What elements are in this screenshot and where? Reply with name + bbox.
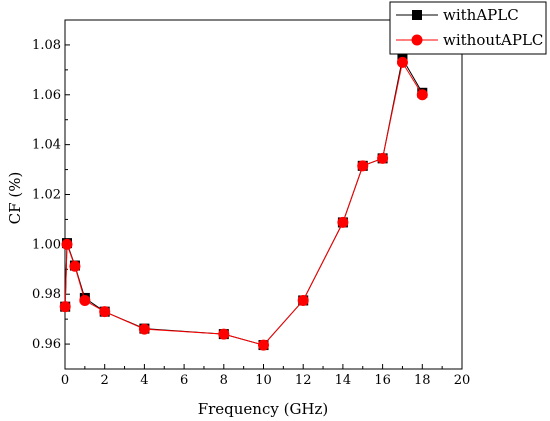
y-tick-label: 1.06 (32, 88, 61, 103)
x-tick-label: 12 (295, 373, 312, 388)
series-withoutaplc (59, 56, 428, 351)
x-tick-label: 8 (220, 373, 228, 388)
x-tick-label: 4 (140, 373, 148, 388)
data-point-withoutaplc (297, 294, 309, 306)
data-point-withoutaplc (61, 238, 73, 250)
data-point-withoutaplc (59, 301, 71, 313)
legend-marker-withoutaplc (411, 34, 423, 46)
x-axis: 0 2 4 6 8 10 12 14 16 18 20 (61, 364, 470, 388)
x-tick-label: 10 (255, 373, 272, 388)
data-point-withoutaplc (258, 339, 269, 351)
x-tick-label: 20 (454, 373, 471, 388)
y-tick-label: 1.02 (32, 188, 61, 203)
series-line-withoutaplc (64, 61, 423, 346)
y-tick-label: 0.96 (32, 337, 61, 352)
data-point-withoutaplc (69, 260, 81, 272)
data-point-withoutaplc (416, 89, 428, 101)
data-point-withoutaplc (357, 160, 369, 172)
y-tick-label: 1.08 (32, 38, 61, 53)
x-tick-label: 0 (61, 373, 69, 388)
plot-frame (64, 19, 463, 370)
legend: withAPLC withoutAPLC (389, 1, 547, 55)
series-line-withaplc (64, 57, 423, 346)
legend-label-withoutaplc: withoutAPLC (443, 31, 543, 49)
data-point-withoutaplc (377, 152, 389, 164)
legend-label-withaplc: withAPLC (443, 6, 519, 24)
data-point-withoutaplc (79, 294, 91, 306)
x-tick-label: 2 (101, 373, 109, 388)
x-tick-label: 16 (374, 373, 391, 388)
data-point-withoutaplc (396, 56, 408, 68)
y-axis-title: CF (%) (6, 172, 24, 225)
y-tick-label: 1.04 (32, 138, 61, 153)
x-tick-label: 6 (180, 373, 188, 388)
legend-marker-withaplc (412, 10, 422, 20)
y-axis: 0.96 0.98 1.00 1.02 1.04 1.06 1.08 (32, 38, 70, 352)
x-axis-title: Frequency (GHz) (198, 400, 329, 418)
y-tick-label: 1.00 (32, 237, 61, 252)
y-tick-label: 0.98 (32, 287, 61, 302)
data-point-withoutaplc (218, 328, 230, 340)
series-withaplc (60, 53, 428, 351)
data-point-withoutaplc (99, 306, 111, 318)
data-point-withoutaplc (337, 216, 349, 228)
series-layer (59, 53, 428, 351)
data-point-withoutaplc (138, 323, 150, 335)
x-tick-label: 14 (335, 373, 352, 388)
x-tick-label: 18 (414, 373, 431, 388)
